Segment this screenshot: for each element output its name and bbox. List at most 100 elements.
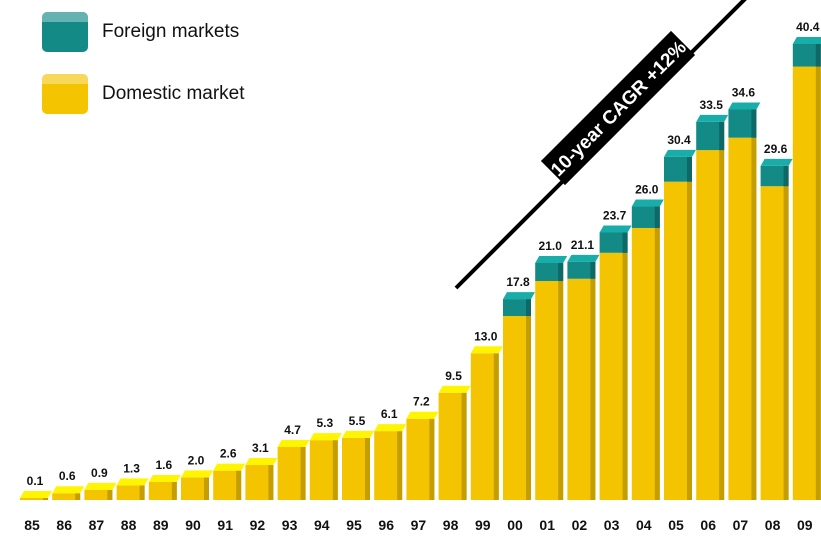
bar-foreign-00 (503, 299, 531, 317)
x-tick-00: 00 (507, 517, 523, 533)
bar-foreign-01 (535, 262, 564, 282)
x-tick-08: 08 (765, 517, 781, 533)
total-label-96: 6.1 (381, 407, 398, 421)
bar-cap-05 (664, 149, 696, 157)
bar-cap-93 (277, 439, 310, 447)
bar-cap-02 (567, 254, 600, 262)
x-tick-01: 01 (539, 517, 555, 533)
x-tick-96: 96 (378, 517, 394, 533)
x-tick-93: 93 (282, 517, 298, 533)
legend-item-foreign: Foreign markets (42, 12, 239, 52)
bars-layer (20, 37, 821, 501)
bar-foreign-side-06 (719, 121, 725, 151)
bar-domestic-side-96 (397, 431, 403, 500)
x-tick-98: 98 (443, 517, 459, 533)
bar-domestic-side-85 (43, 498, 48, 500)
bar-domestic-side-94 (332, 440, 338, 500)
bar-domestic-side-03 (622, 252, 628, 500)
bar-foreign-side-08 (783, 165, 789, 187)
bar-cap-08 (760, 158, 793, 166)
bar-cap-06 (696, 114, 729, 122)
x-tick-03: 03 (604, 517, 620, 533)
bar-foreign-08 (760, 165, 789, 187)
bar-cap-90 (181, 470, 213, 478)
bar-domestic-side-05 (687, 181, 692, 500)
x-tick-05: 05 (668, 517, 684, 533)
bar-cap-09 (792, 37, 821, 44)
bar-domestic-side-98 (461, 392, 467, 500)
bar-domestic-side-91 (236, 470, 242, 500)
total-label-87: 0.9 (91, 466, 108, 480)
total-label-92: 3.1 (252, 441, 269, 455)
bar-cap-88 (116, 478, 149, 486)
bar-cap-92 (245, 458, 278, 466)
bar-cap-89 (148, 474, 181, 482)
x-tick-04: 04 (636, 517, 652, 533)
bar-cap-07 (728, 102, 761, 110)
legend-label-foreign: Foreign markets (102, 21, 240, 42)
bar-foreign-side-00 (526, 299, 531, 317)
bar-domestic-85 (20, 498, 48, 500)
bar-domestic-90 (181, 477, 209, 500)
bar-cap-87 (84, 482, 117, 490)
bar-domestic-side-92 (268, 465, 274, 500)
total-label-02: 21.1 (571, 238, 595, 252)
bar-domestic-side-93 (300, 446, 306, 500)
total-label-95: 5.5 (349, 414, 366, 428)
value-labels: 0.1 0.6 0.9 1.3 1.6 2.0 2.6 3.1 4.7 5.3 5.5 6.1 7.2 9… (27, 20, 820, 488)
x-tick-86: 86 (56, 517, 72, 533)
total-label-00: 17.8 (506, 275, 530, 289)
bar-cap-99 (470, 346, 503, 354)
total-label-93: 4.7 (284, 423, 301, 437)
bar-foreign-side-07 (751, 109, 757, 138)
total-label-98: 9.5 (445, 369, 462, 383)
legend-swatch-foreign (42, 12, 88, 52)
bar-domestic-side-01 (558, 281, 564, 500)
bar-cap-00 (503, 292, 535, 300)
total-label-88: 1.3 (123, 461, 140, 475)
x-tick-02: 02 (572, 517, 588, 533)
total-label-01: 21.0 (539, 239, 563, 253)
bar-foreign-09 (792, 44, 821, 67)
bar-domestic-side-88 (139, 485, 145, 500)
bar-foreign-side-01 (558, 262, 564, 282)
total-label-05: 30.4 (667, 133, 691, 147)
x-tick-09: 09 (797, 517, 813, 533)
bar-cap-97 (406, 411, 439, 419)
bar-domestic-side-08 (783, 186, 789, 500)
total-label-90: 2.0 (188, 453, 205, 467)
bar-domestic-side-87 (107, 489, 113, 500)
bar-domestic-side-86 (75, 493, 81, 500)
bar-cap-95 (342, 430, 374, 438)
bar-foreign-03 (599, 232, 628, 253)
bar-cap-04 (631, 199, 664, 207)
bar-domestic-side-00 (526, 316, 531, 500)
x-tick-92: 92 (250, 517, 266, 533)
x-axis-tick-labels: 85 86 87 88 89 90 91 92 93 94 95 96 97 98 99 00 01 02 03 04… (24, 517, 813, 533)
x-tick-88: 88 (121, 517, 137, 533)
bar-domestic-86 (52, 493, 81, 500)
bar-foreign-04 (631, 206, 660, 228)
x-tick-85: 85 (24, 517, 40, 533)
bar-cap-01 (535, 255, 568, 263)
bar-domestic-side-06 (719, 150, 725, 501)
bar-domestic-side-95 (365, 437, 370, 500)
bar-cap-96 (374, 424, 407, 432)
bar-foreign-side-03 (622, 232, 628, 253)
bar-foreign-side-05 (687, 156, 692, 182)
x-tick-06: 06 (700, 517, 716, 533)
total-label-86: 0.6 (59, 469, 76, 483)
total-label-89: 1.6 (155, 458, 172, 472)
bar-domestic-side-02 (590, 278, 596, 500)
total-label-99: 13.0 (474, 329, 498, 343)
x-tick-07: 07 (733, 517, 749, 533)
total-label-09: 40.4 (796, 20, 820, 34)
legend-label-domestic: Domestic market (102, 83, 245, 104)
total-label-08: 29.6 (764, 142, 788, 156)
bar-domestic-side-09 (815, 66, 821, 501)
x-tick-97: 97 (411, 517, 427, 533)
legend-item-domestic: Domestic market (42, 74, 245, 114)
bar-domestic-side-89 (171, 481, 177, 500)
x-tick-91: 91 (217, 517, 233, 533)
bar-domestic-side-90 (204, 477, 209, 500)
